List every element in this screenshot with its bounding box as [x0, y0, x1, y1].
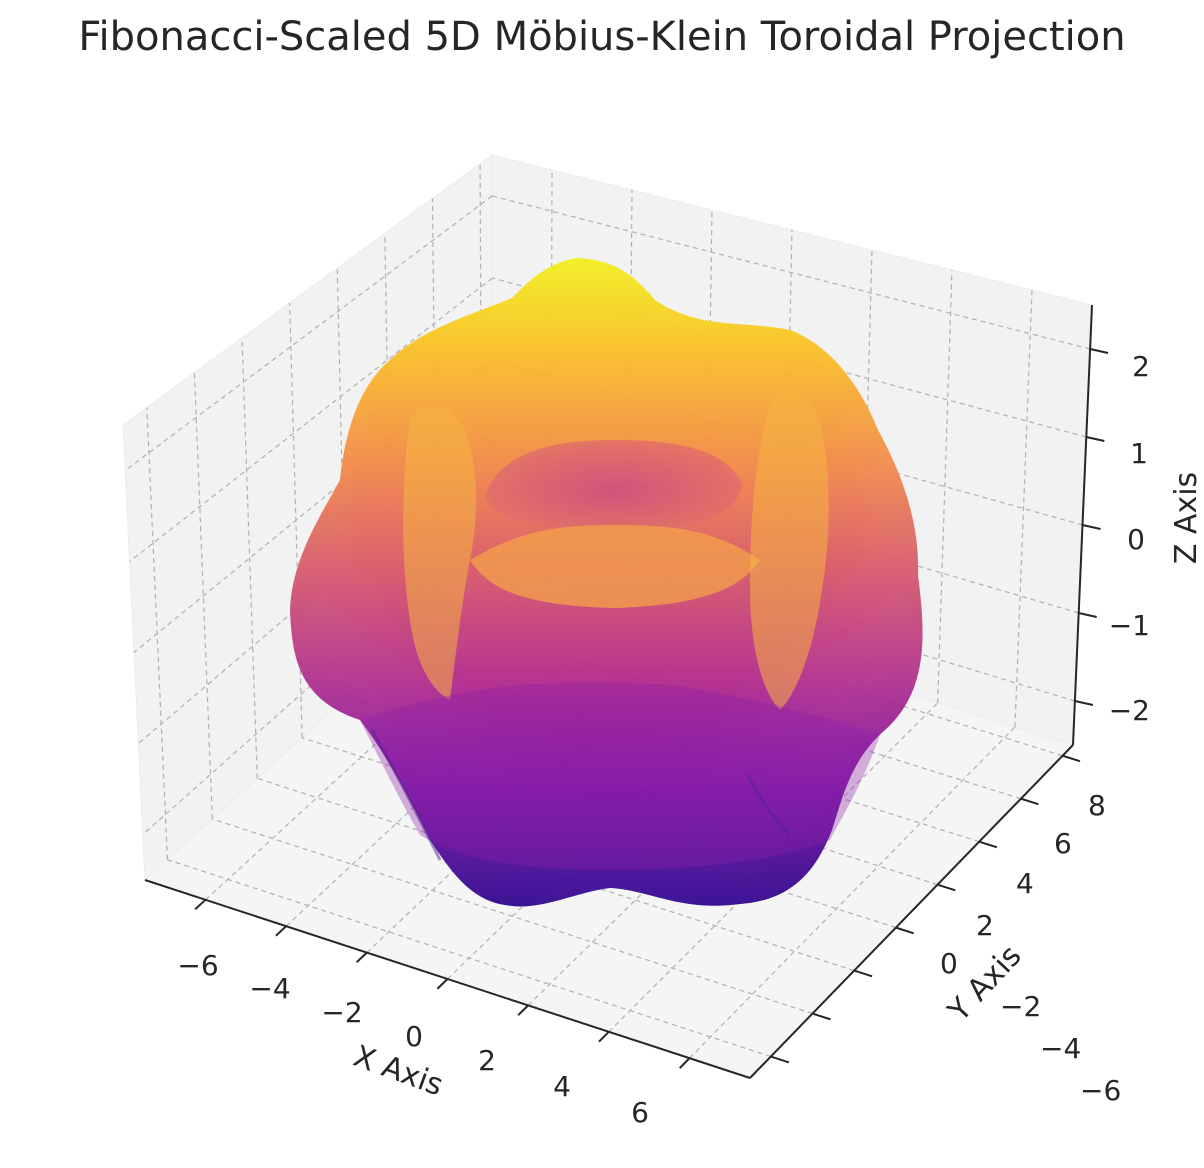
y-grid-line: [193, 372, 213, 820]
y-tick-mark: [812, 1012, 831, 1021]
y-tick-label: 6: [1054, 827, 1072, 860]
y-tick-mark: [770, 1055, 790, 1064]
y-grid-line: [241, 337, 258, 779]
chart-title: Fibonacci-Scaled 5D Möbius-Klein Toroida…: [78, 14, 1126, 60]
front-rim-right: [746, 774, 792, 837]
y-tick-mark: [937, 883, 956, 892]
x-grid-line: [1014, 289, 1033, 728]
x-tick-mark: [679, 1057, 691, 1069]
y-grid-line: [479, 163, 483, 576]
x-tick-label: 0: [405, 1020, 423, 1053]
z-grid-line: [491, 195, 1091, 350]
y-grid-line: [167, 859, 772, 1058]
y-tick-labels: −6 −4 −2 0 2 4 6 8: [940, 789, 1121, 1107]
y-axis-line: [749, 744, 1074, 1079]
x-tick-label: −4: [249, 972, 290, 1005]
z-tick-label: −2: [1109, 694, 1150, 727]
z-tick-label: 2: [1132, 350, 1150, 383]
x-tick-mark: [598, 1031, 610, 1043]
y-grid-line: [301, 737, 897, 929]
x-grid-line: [550, 169, 553, 584]
y-tick-label: 4: [1016, 867, 1034, 900]
y-tick-label: 8: [1088, 789, 1106, 822]
y-tick-label: 2: [976, 909, 994, 942]
x-tick-mark: [194, 899, 207, 911]
x-tick-mark: [436, 978, 449, 990]
z-tick-mark: [1086, 436, 1105, 442]
y-tick-mark: [895, 926, 914, 935]
z-grid-line: [124, 195, 493, 471]
x-tick-label: 6: [631, 1096, 649, 1129]
x-grid-line: [608, 702, 939, 1033]
y-tick-label: −2: [1000, 990, 1041, 1023]
y-tick-label: 0: [940, 947, 958, 980]
torus-surface: [290, 258, 923, 907]
y-tick-mark: [1020, 797, 1039, 806]
y-grid-line: [212, 818, 813, 1015]
front-rim-left: [370, 729, 442, 861]
z-tick-label: −1: [1109, 609, 1150, 642]
x-tick-label: 4: [553, 1070, 571, 1103]
y-tick-label: −4: [1040, 1032, 1081, 1065]
x-tick-mark: [275, 925, 287, 937]
ticks: [194, 348, 1109, 1069]
lower-band: [360, 682, 880, 870]
right-lobe-upper: [750, 391, 829, 710]
y-grid-line: [257, 777, 855, 972]
z-tick-labels: −2 −1 0 1 2: [1109, 350, 1150, 727]
z-tick-label: 1: [1130, 437, 1148, 470]
x-tick-mark: [517, 1004, 529, 1016]
x-tick-labels: −6 −4 −2 0 2 4 6: [177, 949, 649, 1129]
x-tick-mark: [355, 951, 368, 963]
torus-hole: [485, 440, 742, 532]
z-grid-line: [138, 441, 494, 744]
z-tick-label: 0: [1127, 523, 1145, 556]
z-tick-mark: [1078, 612, 1097, 618]
y-tick-mark: [978, 840, 998, 849]
z-axis-label: Z Axis: [1169, 472, 1204, 564]
x-tick-label: 2: [478, 1044, 496, 1077]
z-grid-line: [129, 277, 493, 562]
y-tick-label: −6: [1080, 1074, 1121, 1107]
x-grid-line: [937, 269, 953, 704]
left-lobe-upper: [403, 406, 477, 700]
x-tick-label: −6: [177, 949, 218, 982]
x-tick-label: −2: [321, 996, 362, 1029]
z-tick-mark: [1089, 348, 1109, 354]
y-tick-mark: [1062, 754, 1081, 763]
x-axis-label: X Axis: [349, 1039, 448, 1103]
z-tick-mark: [1074, 700, 1094, 706]
inner-ridge-front: [470, 525, 760, 608]
z-grid-line: [142, 523, 494, 835]
x-grid-line: [782, 229, 793, 656]
z-tick-mark: [1082, 524, 1101, 530]
y-tick-mark: [853, 969, 873, 978]
